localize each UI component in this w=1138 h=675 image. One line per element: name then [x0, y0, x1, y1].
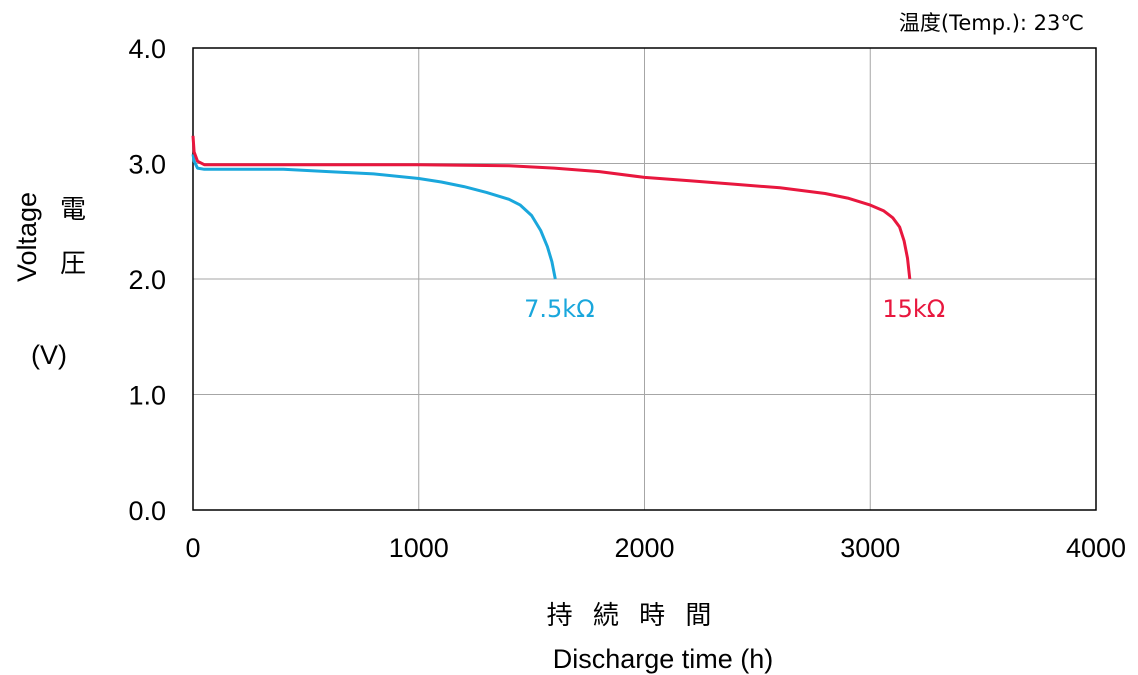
y-tick-label-1: 1.0: [128, 381, 166, 411]
y-axis-title-jp-1: 電: [60, 195, 86, 225]
y-tick-label-2: 2.0: [128, 265, 166, 295]
series-line-0: [191, 154, 557, 280]
plot-frame: [192, 47, 1097, 511]
y-tick-label-4: 4.0: [128, 34, 166, 64]
x-tick-label-0: 0: [185, 533, 200, 563]
x-axis-title-jp: 持 続 時 間: [547, 601, 718, 631]
series-labels: 7.5kΩ 15kΩ: [524, 295, 945, 323]
x-tick-labels: 0 1000 2000 3000 4000: [185, 533, 1126, 563]
series-lines: [191, 135, 912, 280]
y-tick-label-0: 0.0: [128, 496, 166, 526]
y-tick-labels: 0.0 1.0 2.0 3.0 4.0: [128, 34, 166, 526]
y-tick-label-3: 3.0: [128, 150, 166, 180]
y-axis-unit: (V): [31, 340, 67, 370]
series-label-1: 15kΩ: [882, 295, 945, 323]
temperature-note: 温度(Temp.): 23℃: [899, 11, 1084, 35]
y-axis-title: Voltage: [12, 192, 42, 282]
y-axis-title-jp-2: 圧: [60, 249, 86, 279]
series-label-0: 7.5kΩ: [524, 295, 594, 323]
x-tick-label-4: 4000: [1066, 533, 1126, 563]
x-tick-label-3: 3000: [840, 533, 900, 563]
x-tick-label-1: 1000: [389, 533, 449, 563]
series-line-1: [191, 135, 912, 280]
x-axis-title: Discharge time (h): [553, 644, 774, 674]
x-tick-label-2: 2000: [614, 533, 674, 563]
grid: [192, 47, 1097, 511]
